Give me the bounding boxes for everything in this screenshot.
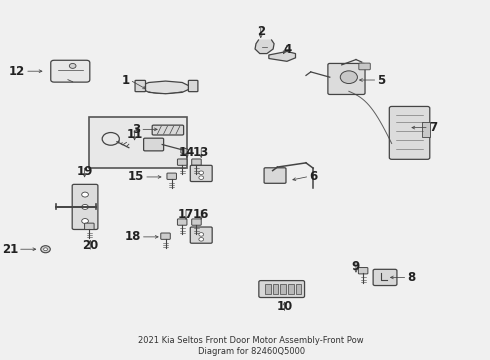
Text: 13: 13: [193, 146, 209, 159]
Text: 11: 11: [126, 127, 143, 141]
FancyBboxPatch shape: [328, 63, 365, 94]
Text: 17: 17: [178, 208, 194, 221]
FancyBboxPatch shape: [295, 284, 301, 294]
Circle shape: [82, 219, 88, 224]
FancyBboxPatch shape: [152, 125, 184, 135]
Bar: [89, 117, 187, 168]
Text: 12: 12: [9, 65, 25, 78]
FancyBboxPatch shape: [192, 219, 201, 225]
Circle shape: [199, 171, 204, 175]
Circle shape: [199, 238, 204, 241]
Text: 21: 21: [1, 243, 18, 256]
FancyBboxPatch shape: [358, 267, 368, 274]
Circle shape: [199, 233, 204, 236]
Text: 9: 9: [352, 260, 360, 273]
FancyBboxPatch shape: [135, 80, 146, 92]
Polygon shape: [142, 81, 189, 94]
FancyBboxPatch shape: [85, 223, 94, 229]
Text: 16: 16: [193, 208, 209, 221]
FancyBboxPatch shape: [177, 219, 187, 225]
FancyBboxPatch shape: [161, 233, 171, 239]
FancyBboxPatch shape: [359, 63, 370, 70]
FancyBboxPatch shape: [190, 165, 212, 181]
Text: 3: 3: [132, 123, 140, 136]
Text: 5: 5: [377, 73, 386, 86]
Text: 19: 19: [76, 165, 93, 178]
Text: 20: 20: [82, 239, 98, 252]
FancyBboxPatch shape: [259, 280, 305, 297]
Polygon shape: [181, 148, 188, 154]
Text: 18: 18: [124, 230, 141, 243]
FancyBboxPatch shape: [272, 284, 278, 294]
FancyBboxPatch shape: [51, 60, 90, 82]
Circle shape: [82, 204, 88, 210]
FancyBboxPatch shape: [144, 138, 164, 151]
FancyBboxPatch shape: [192, 159, 201, 165]
FancyBboxPatch shape: [280, 284, 286, 294]
Text: 8: 8: [407, 271, 416, 284]
Text: 6: 6: [309, 170, 318, 183]
FancyBboxPatch shape: [188, 80, 198, 92]
Circle shape: [41, 246, 50, 253]
FancyBboxPatch shape: [72, 184, 98, 229]
Text: 4: 4: [284, 42, 292, 56]
Text: 7: 7: [429, 121, 437, 134]
Text: 10: 10: [276, 300, 293, 313]
Circle shape: [69, 63, 76, 68]
FancyBboxPatch shape: [422, 122, 430, 137]
FancyBboxPatch shape: [190, 227, 212, 243]
FancyBboxPatch shape: [373, 269, 397, 285]
Circle shape: [199, 176, 204, 179]
FancyBboxPatch shape: [288, 284, 294, 294]
Text: 15: 15: [128, 170, 144, 184]
Circle shape: [340, 71, 357, 84]
Circle shape: [44, 248, 48, 251]
FancyBboxPatch shape: [265, 284, 271, 294]
Polygon shape: [255, 40, 274, 54]
Text: 2: 2: [257, 25, 265, 39]
Circle shape: [82, 192, 88, 197]
FancyBboxPatch shape: [177, 159, 187, 165]
Text: 1: 1: [122, 73, 130, 86]
Text: 2021 Kia Seltos Front Door Motor Assembly-Front Pow
Diagram for 82460Q5000: 2021 Kia Seltos Front Door Motor Assembl…: [138, 336, 364, 356]
Text: 14: 14: [179, 146, 195, 159]
FancyBboxPatch shape: [390, 107, 430, 159]
FancyBboxPatch shape: [167, 173, 176, 179]
FancyBboxPatch shape: [264, 168, 286, 183]
Polygon shape: [269, 51, 295, 61]
